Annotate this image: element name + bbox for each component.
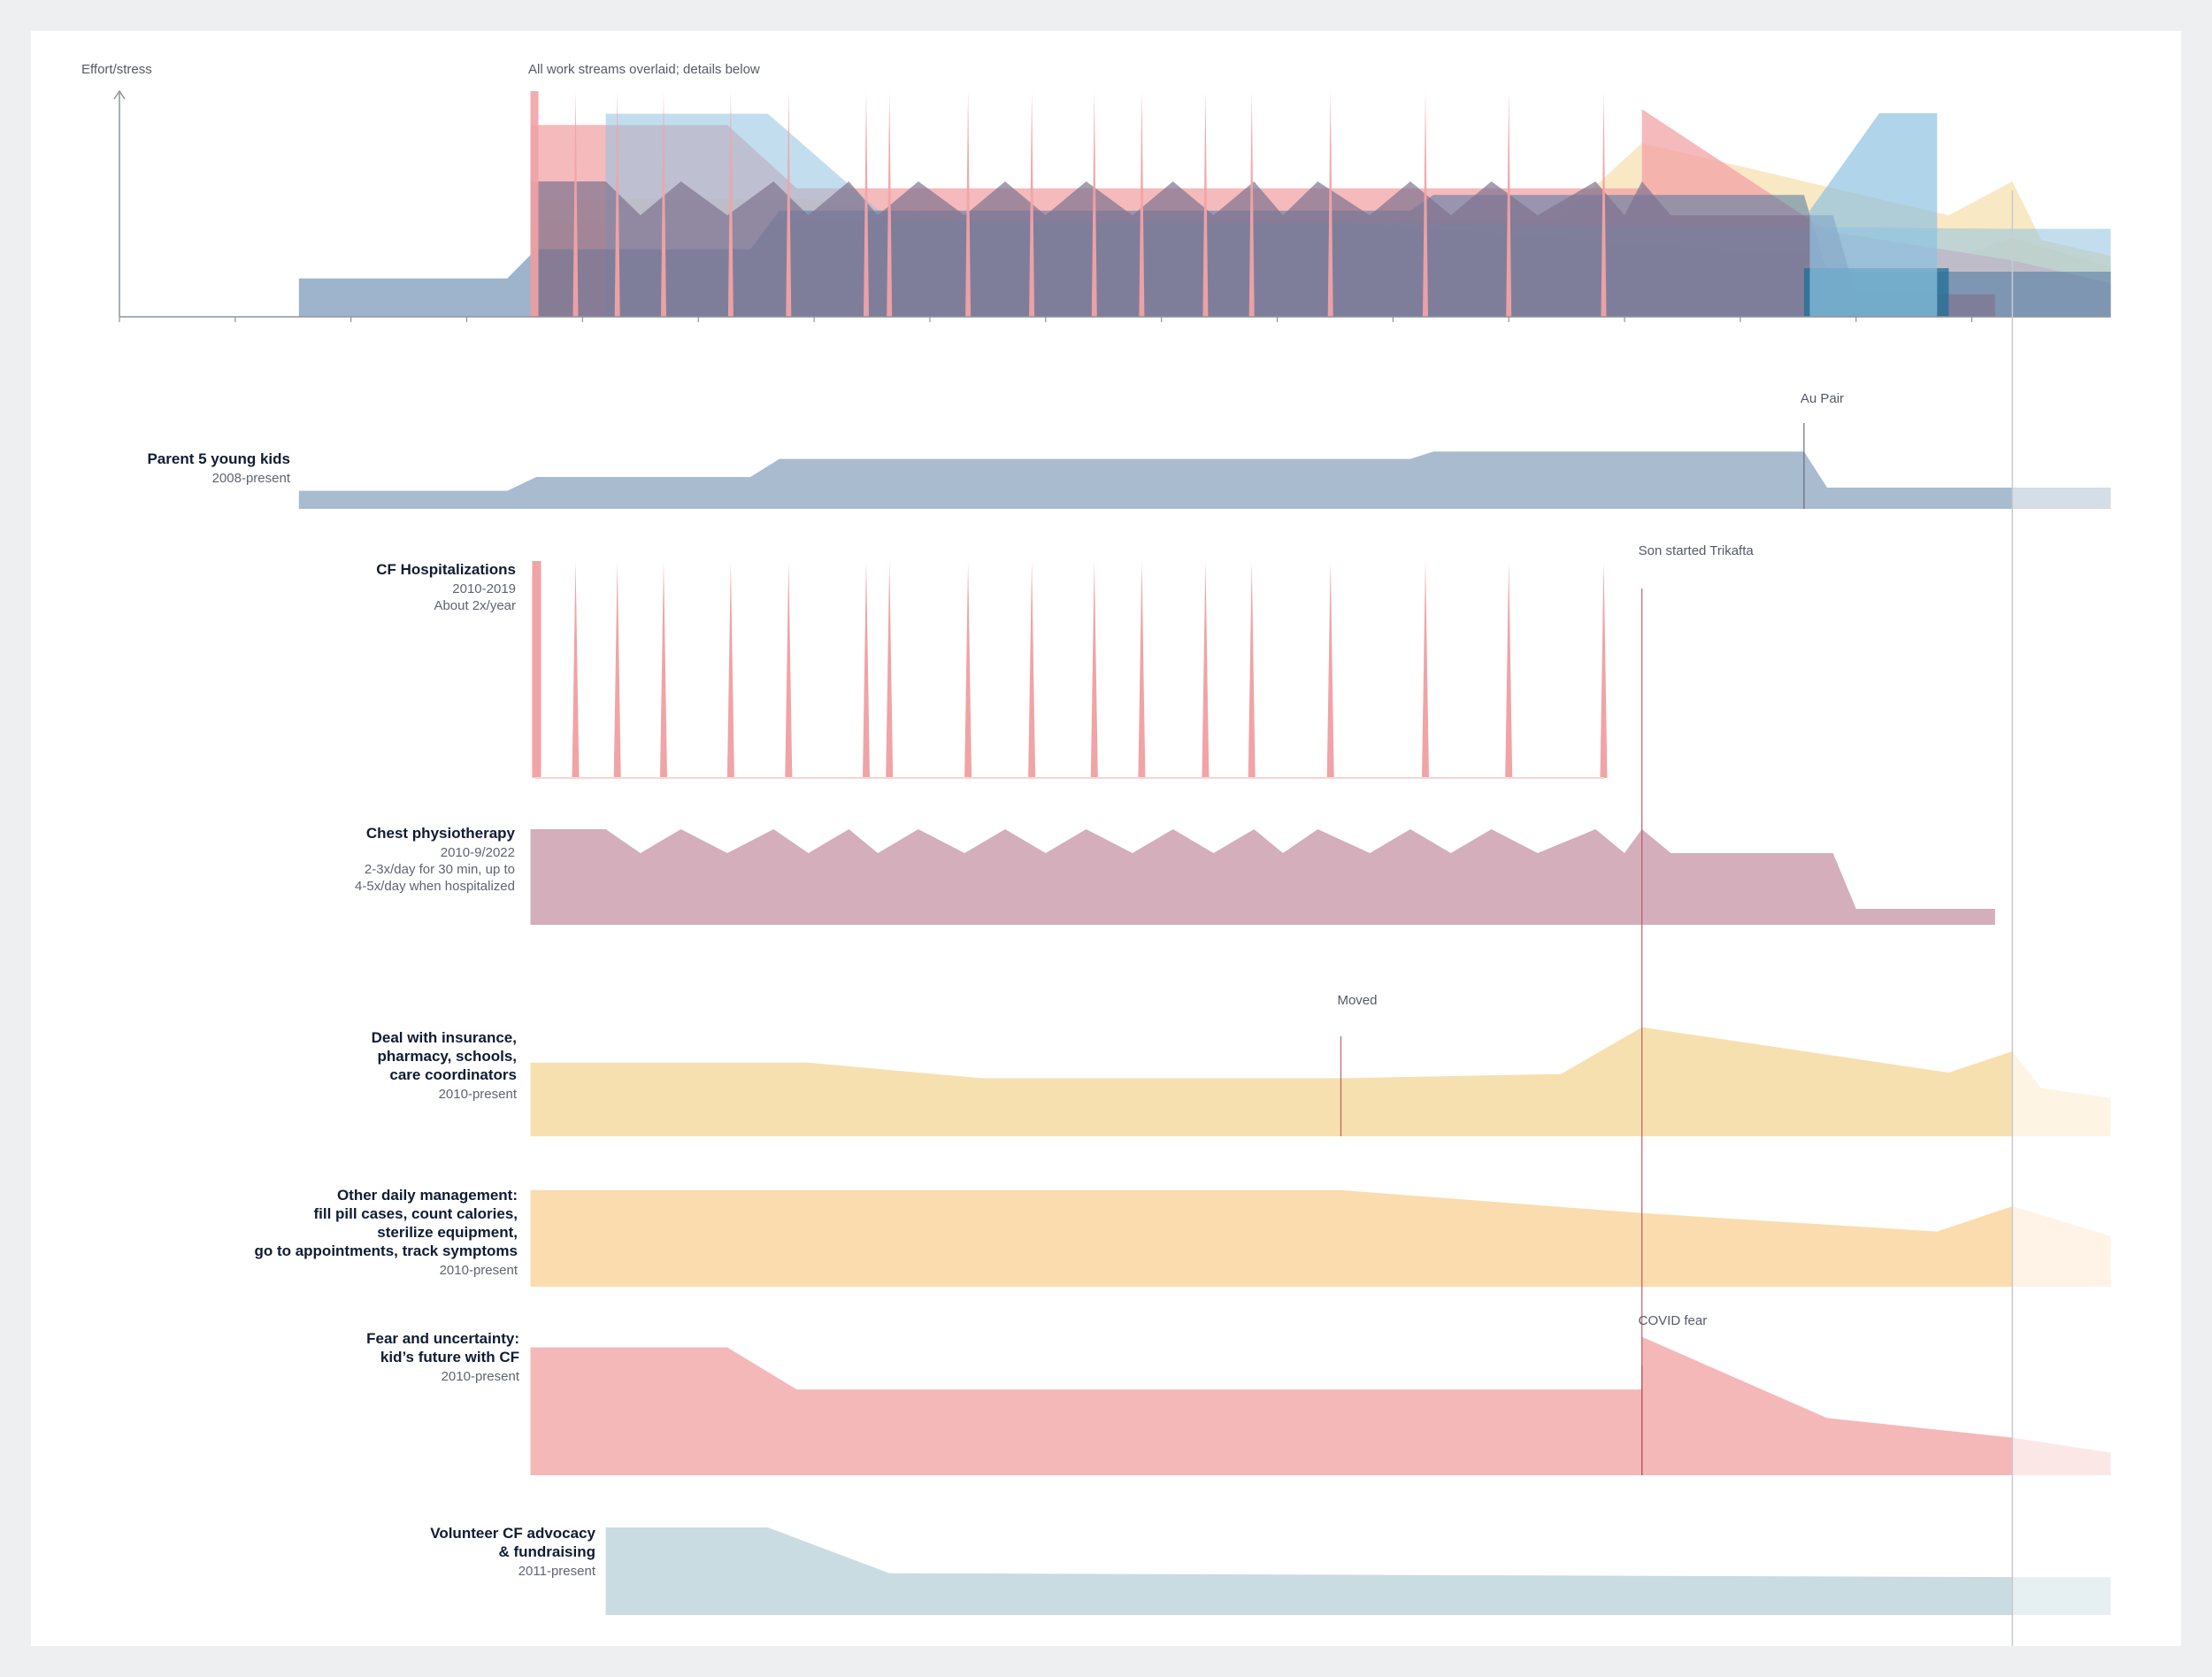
overview-panel <box>298 91 2111 318</box>
chart-title: All work streams overlaid; details below <box>528 62 760 77</box>
row-daily: Other daily management:fill pill cases, … <box>254 1187 2111 1287</box>
row-volunteer: Volunteer CF advocacy& fundraising 2011-p… <box>430 1525 2111 1615</box>
row-label-volunteer: 2011-present <box>518 1564 596 1579</box>
area-insurance-projected <box>2012 1051 2111 1136</box>
row-label-insurance: care coordinators <box>389 1066 517 1083</box>
row-label-daily: 2010-present <box>440 1263 518 1278</box>
area-physio <box>530 829 1995 925</box>
row-label-physio: 4-5x/day when hospitalized <box>355 879 515 894</box>
row-label-daily: sterilize equipment, <box>377 1224 518 1241</box>
area-daily <box>530 1189 2013 1287</box>
overview-area-physio <box>530 181 1995 317</box>
hosp-spikes <box>572 561 1608 778</box>
row-label-volunteer: Volunteer CF advocacy <box>430 1525 595 1542</box>
annotation-insurance: Moved <box>1337 993 1377 1136</box>
area-fear-projected <box>2012 1437 2111 1475</box>
annotation-parent: Au Pair <box>1801 391 1844 509</box>
row-insurance: Deal with insurance, pharmacy, schools,ca… <box>372 1027 2111 1136</box>
row-hosp: CF Hospitalizations 2010-2019 About 2x/yea… <box>376 561 1608 779</box>
annotation-fear: COVID fear <box>1639 1313 1708 1475</box>
row-label-insurance: Deal with insurance, <box>372 1029 517 1046</box>
row-label-fear: kid’s future with CF <box>380 1349 519 1365</box>
row-parent: Parent 5 young kids 2008-present <box>147 450 2111 509</box>
area-fear <box>530 1336 2013 1475</box>
row-physio: Chest physiotherapy 2010-9/2022 2-3x/day f… <box>355 825 1995 925</box>
overview-hosp-first <box>530 91 539 317</box>
row-label-parent: Parent 5 young kids <box>147 450 290 467</box>
area-volunteer <box>605 1527 2013 1615</box>
row-label-insurance: 2010-present <box>439 1087 518 1102</box>
annotation-hosp: Son started Trikafta <box>1639 543 1755 1475</box>
row-label-daily: fill pill cases, count calories, <box>313 1205 518 1222</box>
hosp-first-stay <box>532 561 541 778</box>
overview-area-recent-peak <box>1809 113 1938 317</box>
effort-stress-chart: Effort/stress All work streams overlaid;… <box>81 62 2111 1646</box>
annotation-label: Moved <box>1337 993 1377 1008</box>
annotation-label: COVID fear <box>1639 1313 1708 1328</box>
x-axis-ticks <box>119 317 1973 322</box>
y-axis-label: Effort/stress <box>81 62 152 77</box>
annotation-label: Au Pair <box>1801 391 1844 406</box>
y-axis-arrow-icon <box>113 89 126 100</box>
row-label-fear: Fear and uncertainty: <box>366 1330 519 1347</box>
row-label-physio: 2010-9/2022 <box>441 845 515 860</box>
row-label-physio: Chest physiotherapy <box>366 825 516 842</box>
area-parent-projected <box>2012 488 2111 509</box>
overview-axes: Effort/stress All work streams overlaid;… <box>81 62 2111 322</box>
chart-card: Effort/stress All work streams overlaid;… <box>31 31 2181 1646</box>
area-insurance <box>530 1027 2013 1136</box>
row-label-fear: 2010-present <box>442 1369 520 1384</box>
area-volunteer-projected <box>2012 1577 2111 1615</box>
event-markers: Au Pair Son started Trikafta Moved COVID fe… <box>1337 391 1844 1475</box>
row-label-hosp: About 2x/year <box>434 598 516 613</box>
row-label-volunteer: & fundraising <box>498 1543 595 1560</box>
row-label-hosp: CF Hospitalizations <box>376 561 516 578</box>
row-label-physio: 2-3x/day for 30 min, up to <box>365 862 515 877</box>
row-label-daily: Other daily management: <box>337 1187 518 1204</box>
detail-rows: Parent 5 young kids 2008-present CF Hospit… <box>147 450 2111 1615</box>
row-label-parent: 2008-present <box>212 471 291 486</box>
row-fear: Fear and uncertainty: kid’s future with C… <box>366 1330 2111 1475</box>
row-label-hosp: 2010-2019 <box>452 581 516 596</box>
area-daily-projected <box>2012 1206 2111 1287</box>
annotation-label: Son started Trikafta <box>1639 543 1755 558</box>
row-label-insurance: pharmacy, schools, <box>378 1048 517 1065</box>
area-parent <box>298 451 2013 509</box>
row-label-daily: go to appointments, track symptoms <box>254 1242 518 1259</box>
